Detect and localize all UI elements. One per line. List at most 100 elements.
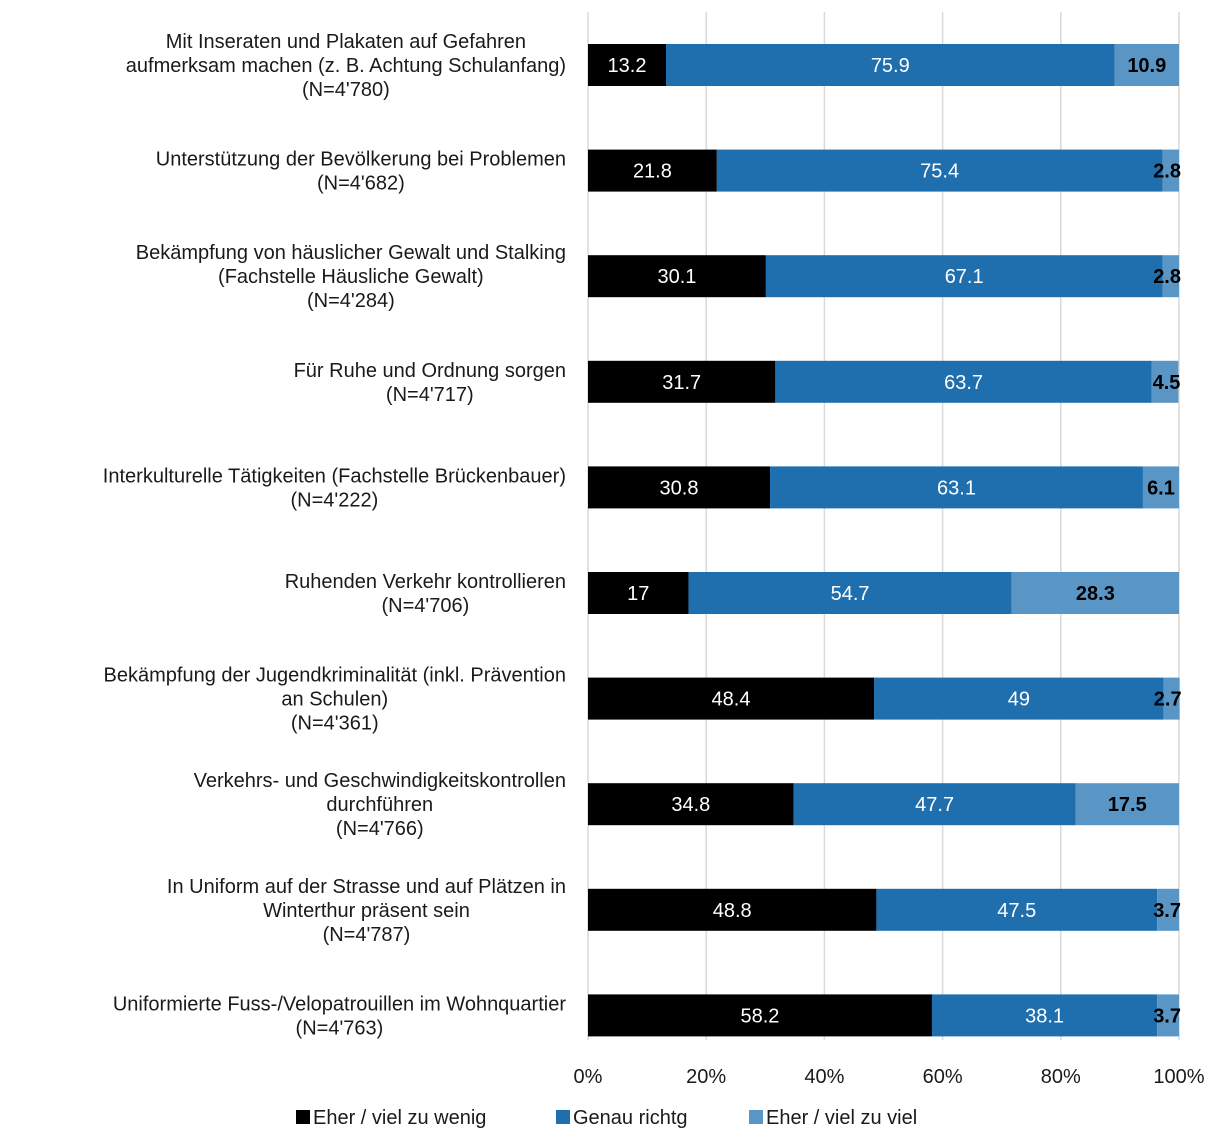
data-label: 30.8	[660, 477, 699, 499]
category-label: (N=4'717)	[386, 384, 474, 406]
category-label: (N=4'284)	[307, 290, 395, 312]
data-label: 75.9	[871, 55, 910, 77]
category-label: Interkulturelle Tätigkeiten (Fachstelle …	[103, 465, 566, 487]
legend-swatch	[556, 1110, 570, 1124]
legend-label: Genau richtg	[573, 1107, 688, 1129]
data-label: 2.7	[1154, 689, 1182, 711]
data-label: 49	[1008, 689, 1030, 711]
bar-segment	[588, 255, 766, 298]
data-label: 13.2	[608, 55, 647, 77]
category-label: (N=4'787)	[323, 924, 411, 946]
data-label: 17.5	[1108, 794, 1147, 816]
bar-segment	[1011, 572, 1179, 614]
bar-segment	[1151, 360, 1179, 403]
data-label: 31.7	[662, 372, 701, 394]
data-label: 34.8	[671, 794, 710, 816]
bar-segment	[588, 783, 794, 826]
bar-segment	[1157, 994, 1179, 1037]
data-label: 3.7	[1153, 900, 1181, 922]
data-label: 3.7	[1153, 1005, 1181, 1027]
category-label: aufmerksam machen (z. B. Achtung Schulan…	[126, 55, 566, 77]
bar-segment	[1163, 677, 1180, 720]
data-label: 75.4	[920, 161, 959, 183]
category-label: Uniformierte Fuss-/Velopatrouillen im Wo…	[113, 993, 566, 1015]
data-label: 6.1	[1147, 477, 1175, 499]
category-label: In Uniform auf der Strasse und auf Plätz…	[167, 876, 566, 898]
legend-swatch	[749, 1110, 763, 1124]
category-label: Winterthur präsent sein	[263, 900, 470, 922]
data-label: 54.7	[831, 583, 870, 605]
bar-segment	[775, 360, 1152, 403]
bar-segment	[588, 149, 717, 192]
bar-segment	[716, 149, 1163, 192]
bar-segment	[1075, 783, 1179, 826]
data-label: 17	[627, 583, 649, 605]
legend-label: Eher / viel zu wenig	[313, 1107, 486, 1129]
bar-segment	[874, 677, 1164, 720]
bar-segment	[588, 466, 771, 509]
bar-segment	[588, 888, 877, 931]
category-label: Ruhenden Verkehr kontrollieren	[285, 571, 566, 593]
legend-swatch	[296, 1110, 310, 1124]
data-label: 67.1	[945, 266, 984, 288]
category-label: Für Ruhe und Ordnung sorgen	[294, 360, 566, 382]
data-label: 30.1	[657, 266, 696, 288]
bar-segment	[770, 466, 1143, 509]
bar-segment	[588, 994, 932, 1037]
x-tick-label: 60%	[923, 1066, 963, 1088]
category-label: Bekämpfung von häuslicher Gewalt und Sta…	[136, 242, 566, 264]
category-label: Bekämpfung der Jugendkriminalität (inkl.…	[104, 665, 566, 687]
category-label: Verkehrs- und Geschwindigkeitskontrollen	[194, 770, 566, 792]
data-label: 21.8	[633, 161, 672, 183]
data-label: 63.7	[944, 372, 983, 394]
bar-segment	[588, 360, 776, 403]
bar-segment	[588, 677, 875, 720]
bar-segment	[1157, 888, 1179, 931]
category-labels: Mit Inseraten und Plakaten auf Gefahrena…	[103, 31, 567, 1039]
data-label: 48.8	[713, 900, 752, 922]
bar-segment	[666, 44, 1115, 86]
category-label: (N=4'222)	[291, 489, 379, 511]
legend: Eher / viel zu wenig Genau richtg Eher / v…	[296, 1107, 917, 1129]
bar-segment	[793, 783, 1076, 826]
category-label: (N=4'766)	[336, 818, 424, 840]
category-label: (N=4'706)	[381, 595, 469, 617]
bar-segment	[931, 994, 1158, 1037]
x-axis-ticks: 0% 20% 40% 60% 80% 100%	[574, 1066, 1205, 1088]
data-label: 58.2	[741, 1005, 780, 1027]
data-label: 2.8	[1153, 266, 1181, 288]
x-tick-label: 20%	[686, 1066, 726, 1088]
bars: 13.2 75.9 10.9 21.8 75.4 2.8 30.1 67.1 2.8 31.7 63…	[588, 44, 1182, 1037]
bar-segment	[1142, 466, 1179, 509]
data-label: 28.3	[1076, 583, 1115, 605]
category-label: durchführen	[326, 794, 433, 816]
bar-segment	[876, 888, 1158, 931]
bar-segment	[765, 255, 1163, 298]
x-tick-label: 100%	[1153, 1066, 1204, 1088]
data-label: 4.5	[1153, 372, 1181, 394]
data-label: 38.1	[1025, 1005, 1064, 1027]
bar-segment	[1162, 149, 1179, 192]
data-label: 2.8	[1153, 161, 1181, 183]
bar-segment	[588, 572, 689, 614]
x-tick-label: 40%	[804, 1066, 844, 1088]
category-label: (N=4'682)	[317, 173, 405, 195]
x-tick-label: 0%	[574, 1066, 603, 1088]
data-label: 47.5	[997, 900, 1036, 922]
bar-segment	[688, 572, 1012, 614]
bar-segment	[1114, 44, 1179, 86]
data-label: 47.7	[915, 794, 954, 816]
bar-segment	[1162, 255, 1179, 298]
category-label: (N=4'763)	[296, 1017, 384, 1039]
category-label: (Fachstelle Häusliche Gewalt)	[218, 266, 484, 288]
data-label: 10.9	[1127, 55, 1166, 77]
category-label: an Schulen)	[281, 689, 388, 711]
legend-label: Eher / viel zu viel	[766, 1107, 917, 1129]
data-label: 48.4	[712, 689, 751, 711]
category-label: Mit Inseraten und Plakaten auf Gefahren	[166, 31, 526, 53]
category-label: (N=4'361)	[291, 713, 379, 735]
category-label: Unterstützung der Bevölkerung bei Proble…	[156, 149, 566, 171]
x-tick-label: 80%	[1041, 1066, 1081, 1088]
data-label: 63.1	[937, 477, 976, 499]
